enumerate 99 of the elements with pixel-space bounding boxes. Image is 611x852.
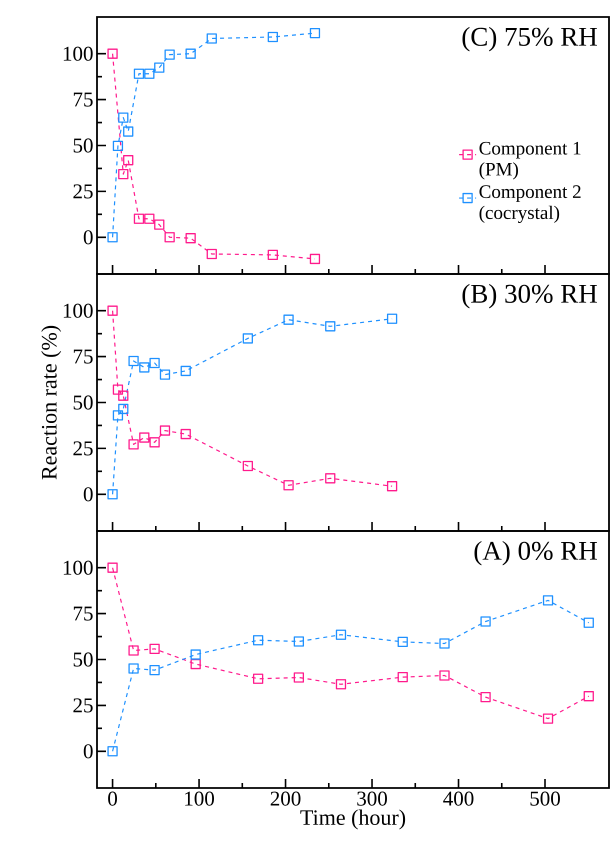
point	[206, 248, 217, 260]
point	[439, 638, 450, 649]
point	[144, 214, 154, 224]
y-tick-label: 75	[74, 606, 93, 621]
point	[294, 672, 304, 683]
y-tick-label: 50	[74, 138, 93, 153]
x-tick-label: 200	[270, 792, 300, 806]
point	[325, 321, 336, 332]
point	[107, 306, 118, 316]
point	[180, 428, 191, 440]
point	[107, 232, 118, 242]
y-tick-label: 50	[74, 395, 93, 410]
x-tick-label: 100	[185, 792, 214, 806]
y-tick-label: 100	[64, 304, 93, 318]
point	[310, 254, 320, 264]
chart-title: (C) 75% RH	[462, 26, 598, 52]
point	[268, 250, 278, 260]
point	[118, 390, 128, 401]
point	[128, 663, 139, 674]
point	[283, 314, 294, 325]
point	[160, 369, 170, 380]
y-tick-label: 25	[73, 184, 93, 198]
point	[149, 437, 160, 448]
point	[398, 636, 408, 648]
point	[128, 439, 139, 450]
point	[160, 425, 170, 436]
point	[190, 658, 201, 670]
point	[154, 62, 164, 73]
point	[134, 68, 144, 79]
point	[242, 333, 253, 344]
point	[128, 356, 139, 366]
point	[107, 489, 118, 500]
y-tick-label: 0	[84, 230, 93, 244]
point	[325, 473, 336, 484]
point	[128, 645, 139, 656]
y-tick-label: 0	[84, 487, 93, 502]
point	[439, 670, 450, 681]
point	[123, 155, 134, 166]
point	[118, 404, 128, 414]
point	[186, 48, 196, 59]
x-tick-label: 400	[443, 792, 474, 806]
point	[294, 636, 304, 647]
point	[112, 140, 124, 152]
point	[398, 672, 408, 682]
point	[242, 460, 253, 472]
point	[252, 635, 264, 646]
point	[139, 362, 150, 373]
y-tick-label: 25	[73, 698, 93, 712]
point	[336, 679, 346, 690]
point	[480, 692, 491, 702]
point	[584, 618, 594, 628]
x-tick-label: 0	[108, 792, 118, 806]
point	[112, 384, 124, 395]
legend-label: Component 2 (cocrystal)	[479, 185, 581, 223]
point	[480, 616, 491, 627]
point	[139, 432, 150, 443]
point	[149, 644, 160, 654]
point	[134, 214, 144, 224]
x-axis-title: Time (hour)	[300, 810, 406, 830]
point	[584, 691, 594, 702]
y-tick-label: 100	[64, 46, 93, 61]
x-tick-label: 300	[357, 792, 387, 806]
chart-title: (B) 30% RH	[462, 284, 597, 308]
point	[154, 219, 164, 230]
point	[542, 713, 554, 724]
point	[144, 68, 154, 79]
point	[180, 366, 191, 376]
point	[186, 233, 196, 244]
point	[112, 410, 124, 420]
point	[107, 48, 118, 59]
point	[252, 674, 264, 684]
point	[386, 481, 398, 492]
point	[283, 480, 294, 490]
y-axis-title: Reaction rate (%)	[41, 326, 62, 480]
point	[118, 112, 128, 123]
point	[336, 630, 346, 640]
point	[206, 33, 217, 44]
point	[123, 126, 134, 137]
point	[149, 358, 160, 368]
y-tick-label: 50	[74, 652, 93, 667]
y-tick-label: 0	[84, 744, 93, 758]
x-tick-label: 500	[530, 792, 560, 806]
point	[386, 314, 398, 324]
y-tick-label: 100	[64, 560, 93, 575]
y-tick-label: 75	[74, 350, 93, 364]
point	[149, 664, 160, 676]
y-tick-label: 25	[73, 441, 93, 456]
point	[107, 746, 118, 756]
legend-label: Component 1 (PM)	[479, 142, 580, 180]
y-tick-label: 75	[74, 92, 93, 107]
point	[164, 49, 175, 60]
chart-title: (A) 0% RH	[474, 540, 597, 566]
point	[107, 562, 118, 573]
point	[268, 32, 278, 42]
point	[190, 649, 201, 660]
point	[118, 168, 128, 180]
point	[542, 595, 554, 606]
point	[310, 28, 320, 38]
point	[164, 232, 175, 242]
